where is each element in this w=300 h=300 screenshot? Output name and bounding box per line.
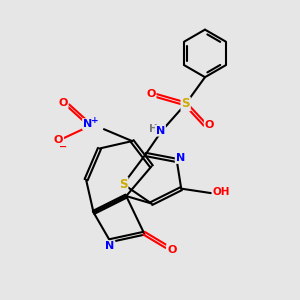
Text: N: N bbox=[156, 126, 165, 136]
Text: H: H bbox=[148, 124, 157, 134]
Text: OH: OH bbox=[213, 187, 230, 196]
Text: O: O bbox=[54, 135, 63, 145]
Text: −: − bbox=[59, 142, 67, 152]
Text: +: + bbox=[92, 116, 99, 125]
Text: N: N bbox=[176, 153, 185, 163]
Text: O: O bbox=[167, 244, 176, 255]
Text: S: S bbox=[119, 178, 128, 191]
Text: O: O bbox=[58, 98, 68, 108]
Text: N: N bbox=[105, 241, 115, 251]
Text: S: S bbox=[182, 98, 190, 110]
Text: O: O bbox=[205, 120, 214, 130]
Text: O: O bbox=[146, 88, 156, 98]
Text: N: N bbox=[83, 119, 92, 129]
